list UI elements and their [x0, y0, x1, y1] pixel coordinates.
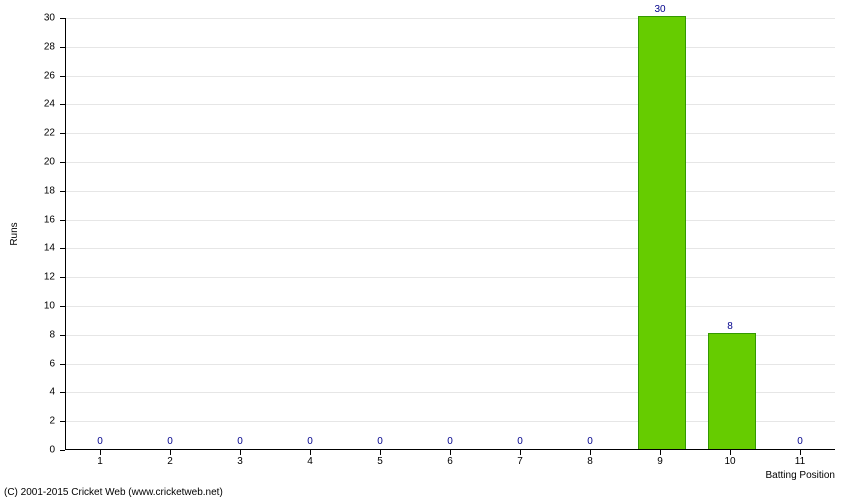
- x-tick: [240, 450, 241, 455]
- bar: [708, 333, 756, 449]
- y-tick: [60, 248, 65, 249]
- x-tick: [380, 450, 381, 455]
- bar-value-label: 0: [587, 436, 593, 447]
- bar-value-label: 0: [307, 436, 313, 447]
- y-tick-label: 14: [0, 243, 55, 254]
- y-tick-label: 16: [0, 214, 55, 225]
- y-tick: [60, 76, 65, 77]
- gridline: [66, 191, 835, 192]
- x-tick: [730, 450, 731, 455]
- y-tick: [60, 277, 65, 278]
- gridline: [66, 277, 835, 278]
- x-tick: [520, 450, 521, 455]
- y-tick: [60, 450, 65, 451]
- y-tick-label: 30: [0, 13, 55, 24]
- gridline: [66, 306, 835, 307]
- y-tick-label: 10: [0, 301, 55, 312]
- x-tick: [170, 450, 171, 455]
- x-tick: [450, 450, 451, 455]
- y-tick: [60, 18, 65, 19]
- bar-value-label: 0: [517, 436, 523, 447]
- x-axis-title: Batting Position: [766, 470, 836, 481]
- x-tick: [660, 450, 661, 455]
- y-tick: [60, 104, 65, 105]
- x-tick: [310, 450, 311, 455]
- y-tick: [60, 421, 65, 422]
- y-tick: [60, 392, 65, 393]
- gridline: [66, 76, 835, 77]
- gridline: [66, 248, 835, 249]
- y-tick: [60, 191, 65, 192]
- x-tick-label: 1: [97, 456, 103, 467]
- x-tick-label: 10: [724, 456, 735, 467]
- gridline: [66, 133, 835, 134]
- x-tick-label: 8: [587, 456, 593, 467]
- y-tick-label: 8: [0, 329, 55, 340]
- y-tick: [60, 162, 65, 163]
- x-tick: [800, 450, 801, 455]
- gridline: [66, 47, 835, 48]
- y-tick: [60, 364, 65, 365]
- x-tick-label: 5: [377, 456, 383, 467]
- bar-value-label: 0: [447, 436, 453, 447]
- x-tick-label: 2: [167, 456, 173, 467]
- y-tick-label: 6: [0, 358, 55, 369]
- bar-value-label: 8: [727, 321, 733, 332]
- bar-value-label: 0: [797, 436, 803, 447]
- bar-value-label: 0: [97, 436, 103, 447]
- y-tick-label: 12: [0, 272, 55, 283]
- bar: [638, 16, 686, 449]
- bar-value-label: 0: [237, 436, 243, 447]
- y-tick: [60, 220, 65, 221]
- y-tick: [60, 47, 65, 48]
- y-tick-label: 22: [0, 128, 55, 139]
- x-tick-label: 3: [237, 456, 243, 467]
- y-tick-label: 28: [0, 41, 55, 52]
- y-tick: [60, 306, 65, 307]
- bar-value-label: 30: [654, 4, 665, 15]
- gridline: [66, 162, 835, 163]
- y-tick: [60, 133, 65, 134]
- bar-value-label: 0: [377, 436, 383, 447]
- gridline: [66, 220, 835, 221]
- x-tick-label: 9: [657, 456, 663, 467]
- x-tick-label: 4: [307, 456, 313, 467]
- footer-text: (C) 2001-2015 Cricket Web (www.cricketwe…: [4, 487, 223, 498]
- x-tick-label: 11: [795, 456, 805, 467]
- x-tick: [100, 450, 101, 455]
- y-tick-label: 20: [0, 157, 55, 168]
- y-tick-label: 2: [0, 416, 55, 427]
- chart-container: Runs Batting Position (C) 2001-2015 Cric…: [0, 0, 850, 500]
- y-tick: [60, 335, 65, 336]
- y-tick-label: 4: [0, 387, 55, 398]
- x-tick-label: 7: [517, 456, 523, 467]
- y-tick-label: 26: [0, 70, 55, 81]
- plot-area: [65, 18, 835, 450]
- gridline: [66, 18, 835, 19]
- y-tick-label: 24: [0, 99, 55, 110]
- y-tick-label: 0: [0, 445, 55, 456]
- x-tick-label: 6: [447, 456, 453, 467]
- gridline: [66, 104, 835, 105]
- x-tick: [590, 450, 591, 455]
- bar-value-label: 0: [167, 436, 173, 447]
- y-tick-label: 18: [0, 185, 55, 196]
